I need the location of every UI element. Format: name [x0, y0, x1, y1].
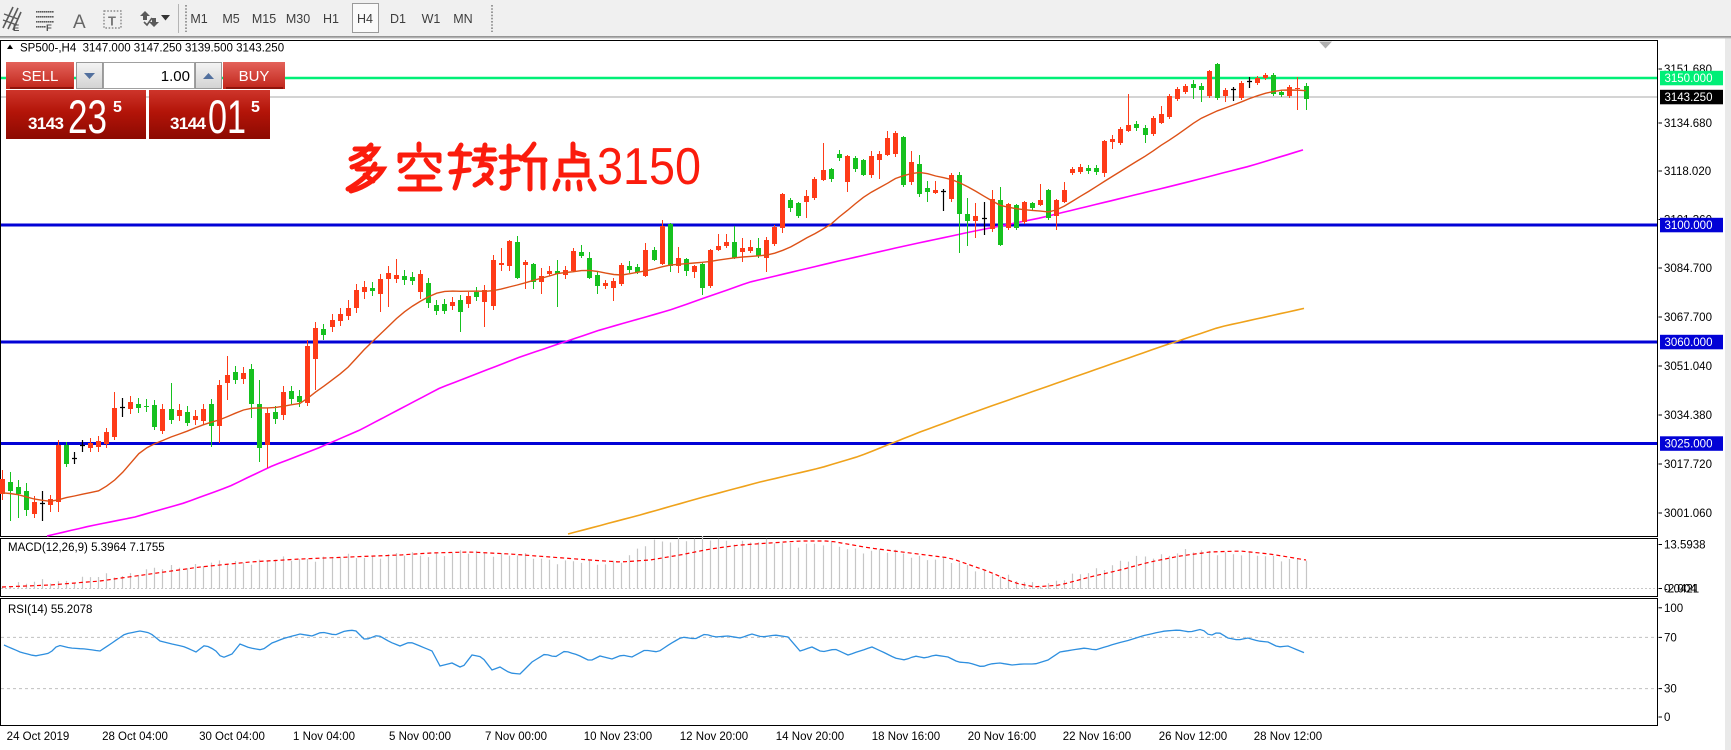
svg-text:MN: MN	[453, 12, 472, 26]
svg-text:3144: 3144	[170, 114, 207, 133]
svg-text:3051.040: 3051.040	[1664, 361, 1712, 373]
svg-text:H4: H4	[357, 12, 373, 26]
svg-text:W1: W1	[422, 12, 441, 26]
svg-text:14 Nov 20:00: 14 Nov 20:00	[776, 731, 844, 743]
svg-text:28 Oct 04:00: 28 Oct 04:00	[102, 731, 168, 743]
svg-text:3060.000: 3060.000	[1665, 337, 1713, 349]
svg-text:23: 23	[68, 90, 107, 143]
svg-text:3118.020: 3118.020	[1664, 166, 1711, 178]
svg-text:BUY: BUY	[239, 68, 270, 85]
svg-text:MACD(12,26,9) 5.3964 7.1755: MACD(12,26,9) 5.3964 7.1755	[8, 542, 165, 554]
svg-text:3067.700: 3067.700	[1664, 312, 1712, 324]
svg-text:18 Nov 16:00: 18 Nov 16:00	[872, 731, 940, 743]
svg-text:M1: M1	[190, 12, 207, 26]
svg-text:3143: 3143	[28, 114, 64, 133]
svg-text:5: 5	[113, 99, 122, 116]
svg-text:30 Oct 04:00: 30 Oct 04:00	[199, 731, 265, 743]
svg-text:H1: H1	[323, 12, 339, 26]
svg-text:01: 01	[208, 90, 246, 143]
svg-text:7 Nov 00:00: 7 Nov 00:00	[485, 731, 547, 743]
svg-text:F: F	[46, 23, 52, 34]
svg-text:5 Nov 00:00: 5 Nov 00:00	[389, 731, 451, 743]
svg-text:-2.004: -2.004	[1664, 584, 1697, 596]
svg-text:3025.000: 3025.000	[1665, 439, 1713, 451]
svg-text:3150.000: 3150.000	[1665, 73, 1713, 85]
svg-text:SP500-,H4 3147.000 3147.250 3: SP500-,H4 3147.000 3147.250 3139.500 314…	[20, 43, 284, 55]
svg-text:A: A	[73, 12, 86, 33]
svg-text:12 Nov 20:00: 12 Nov 20:00	[680, 731, 748, 743]
svg-text:20 Nov 16:00: 20 Nov 16:00	[968, 731, 1036, 743]
svg-text:M5: M5	[222, 12, 239, 26]
svg-text:D1: D1	[390, 12, 406, 26]
svg-text:1.00: 1.00	[161, 68, 190, 85]
svg-text:0.0421: 0.0421	[1664, 584, 1699, 596]
svg-text:13.5938: 13.5938	[1664, 540, 1706, 552]
svg-text:RSI(14) 55.2078: RSI(14) 55.2078	[8, 604, 92, 616]
svg-text:3143.250: 3143.250	[1665, 92, 1713, 104]
svg-text:T: T	[108, 14, 116, 29]
svg-text:10 Nov 23:00: 10 Nov 23:00	[584, 731, 652, 743]
svg-text:M30: M30	[286, 12, 310, 26]
svg-text:100: 100	[1664, 603, 1683, 615]
svg-text:M15: M15	[252, 12, 276, 26]
svg-text:3100.000: 3100.000	[1665, 220, 1713, 232]
svg-text:1 Nov 04:00: 1 Nov 04:00	[293, 731, 355, 743]
svg-text:3150: 3150	[597, 138, 701, 196]
svg-text:SELL: SELL	[22, 68, 59, 85]
svg-text:3017.720: 3017.720	[1664, 459, 1712, 471]
svg-text:28 Nov 12:00: 28 Nov 12:00	[1254, 731, 1322, 743]
svg-text:0: 0	[1664, 712, 1670, 724]
svg-text:3001.060: 3001.060	[1664, 508, 1712, 520]
svg-text:24 Oct 2019: 24 Oct 2019	[7, 731, 70, 743]
svg-text:30: 30	[1664, 684, 1677, 696]
svg-text:3134.680: 3134.680	[1664, 118, 1712, 130]
svg-text:E: E	[13, 23, 19, 34]
svg-text:70: 70	[1664, 632, 1677, 644]
svg-text:3034.380: 3034.380	[1664, 410, 1712, 422]
svg-text:5: 5	[251, 99, 260, 116]
svg-text:3084.700: 3084.700	[1664, 263, 1712, 275]
svg-text:26 Nov 12:00: 26 Nov 12:00	[1159, 731, 1227, 743]
svg-text:22 Nov 16:00: 22 Nov 16:00	[1063, 731, 1131, 743]
